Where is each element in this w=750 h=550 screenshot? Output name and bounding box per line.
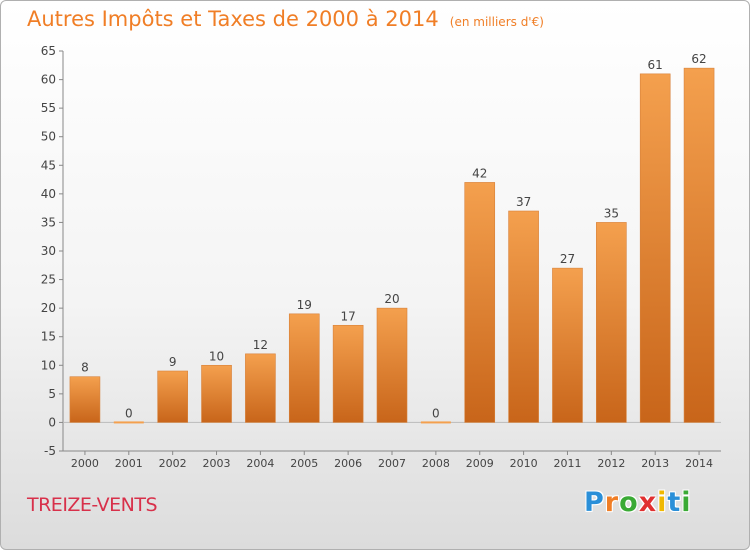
chart-title-block: Autres Impôts et Taxes de 2000 à 2014 (e… — [27, 7, 544, 31]
x-tick-label: 2012 — [597, 457, 625, 470]
y-tick-label: 50 — [41, 130, 56, 144]
bar-2005 — [288, 313, 320, 423]
bar-2003 — [201, 364, 232, 423]
x-tick-label: 2007 — [378, 457, 406, 470]
place-name: TREIZE-VENTS — [27, 494, 158, 516]
x-tick-label: 2011 — [553, 457, 581, 470]
bars — [69, 67, 715, 424]
logo-letter: P — [584, 487, 605, 518]
data-label-2001: 0 — [125, 406, 133, 420]
x-tick-label: 2001 — [115, 457, 143, 470]
x-tick-label: 2002 — [159, 457, 187, 470]
data-label-2007: 20 — [384, 292, 399, 306]
chart-unit: (en milliers d'€) — [449, 15, 544, 29]
data-label-2008: 0 — [432, 406, 440, 420]
data-label-2013: 61 — [648, 58, 663, 72]
logo-letter: r — [604, 487, 620, 518]
bar-2012 — [596, 222, 627, 423]
bar-2000 — [69, 376, 101, 423]
chart-title: Autres Impôts et Taxes de 2000 à 2014 — [27, 7, 439, 31]
data-label-2011: 27 — [560, 252, 575, 266]
y-tick-label: 10 — [41, 358, 56, 372]
bar-2007 — [376, 307, 408, 423]
x-tick-label: 2006 — [334, 457, 362, 470]
logo-letter: o — [619, 487, 639, 518]
logo-letter: i — [681, 487, 692, 518]
data-label-2003: 10 — [209, 349, 224, 363]
data-label-2009: 42 — [472, 166, 487, 180]
y-tick-label: 25 — [41, 273, 56, 287]
data-label-2010: 37 — [516, 195, 531, 209]
bar-2010 — [508, 210, 539, 423]
y-tick-label: 0 — [48, 415, 56, 429]
data-label-2014: 62 — [691, 52, 706, 66]
bar-2004 — [245, 353, 276, 423]
bar-2011 — [552, 267, 583, 423]
logo-letter: x — [638, 487, 658, 518]
data-label-2005: 19 — [297, 298, 312, 312]
data-labels: 8 0 9 10 12 19 17 20 0 42 37 27 35 61 62 — [81, 52, 707, 420]
bar-2009 — [464, 182, 496, 423]
y-tick-label: 20 — [41, 301, 56, 315]
bar-2014 — [683, 67, 715, 423]
bar-2001 — [113, 421, 144, 424]
data-label-2006: 17 — [340, 309, 355, 323]
x-tick-label: 2013 — [641, 457, 669, 470]
data-label-2002: 9 — [169, 355, 177, 369]
y-tick-label: 5 — [48, 387, 56, 401]
y-tick-label: 45 — [41, 158, 56, 172]
y-tick-label: 35 — [41, 215, 56, 229]
bar-2008 — [420, 421, 451, 424]
proxiti-logo: Proxiti — [584, 487, 692, 518]
x-tick-label: 2003 — [203, 457, 231, 470]
x-tick-label: 2009 — [466, 457, 494, 470]
y-tick-label: 15 — [41, 330, 56, 344]
y-tick-label: 40 — [41, 187, 56, 201]
x-tick-label: 2000 — [71, 457, 99, 470]
x-tick-label: 2008 — [422, 457, 450, 470]
x-tick-label: 2005 — [290, 457, 318, 470]
y-tick-label: 30 — [41, 244, 56, 258]
bar-2006 — [332, 324, 364, 423]
bar-2002 — [157, 370, 188, 423]
y-tick-label: -5 — [44, 444, 56, 458]
y-tick-label: 55 — [41, 101, 56, 115]
bar-2013 — [639, 73, 671, 423]
x-tick-label: 2010 — [510, 457, 538, 470]
logo-letter: i — [657, 487, 668, 518]
data-label-2004: 12 — [253, 338, 268, 352]
y-tick-label: 60 — [41, 73, 56, 87]
data-label-2000: 8 — [81, 361, 89, 375]
data-label-2012: 35 — [604, 206, 619, 220]
x-tick-label: 2004 — [246, 457, 274, 470]
y-tick-label: 65 — [41, 44, 56, 58]
x-tick-label: 2014 — [685, 457, 713, 470]
logo-letter: t — [667, 487, 682, 518]
